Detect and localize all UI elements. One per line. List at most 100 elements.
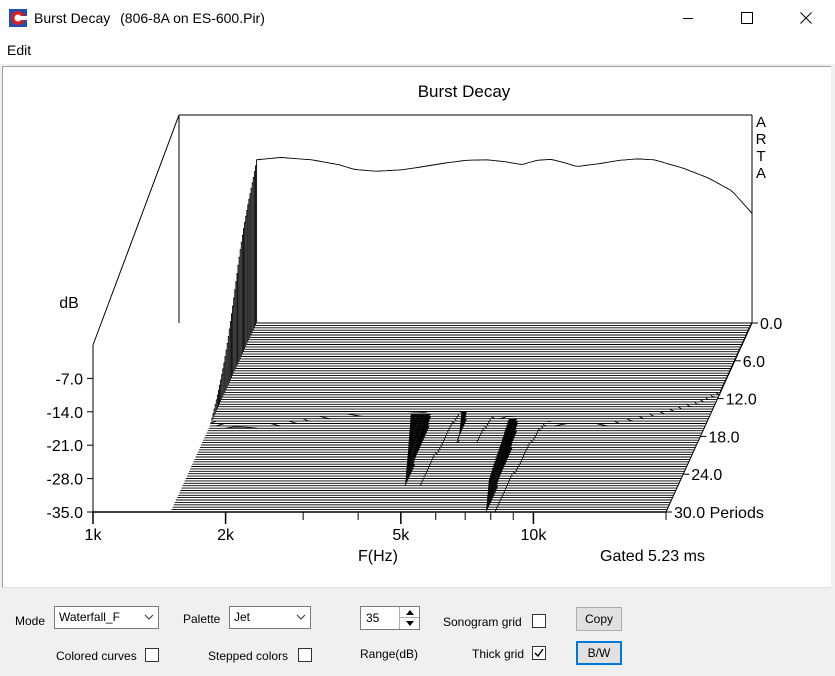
waterfall-slice bbox=[191, 378, 687, 467]
waterfall-slice bbox=[197, 358, 694, 453]
waterfall-slice bbox=[202, 344, 698, 444]
waterfall-slice bbox=[173, 467, 670, 506]
range-down-button[interactable] bbox=[399, 618, 419, 629]
range-spinner[interactable]: 35 bbox=[360, 606, 420, 630]
waterfall-slice bbox=[196, 361, 693, 456]
waterfall-slices bbox=[170, 157, 753, 513]
waterfall-slice bbox=[185, 395, 682, 479]
y-tick-label: -35.0 bbox=[47, 505, 84, 522]
waterfall-slice bbox=[199, 351, 696, 448]
waterfall-slice bbox=[209, 321, 706, 427]
watermark-letter: A bbox=[756, 114, 766, 131]
x-axis-label: F(Hz) bbox=[358, 548, 398, 565]
range-value: 35 bbox=[366, 611, 380, 625]
copy-button[interactable]: Copy bbox=[576, 607, 622, 631]
checkmark-icon bbox=[534, 648, 544, 658]
waterfall-slice bbox=[172, 470, 669, 508]
stepped-colors-checkbox[interactable] bbox=[298, 648, 312, 662]
gated-annotation: Gated 5.23 ms bbox=[600, 548, 705, 565]
y-tick-label: -14.0 bbox=[47, 405, 84, 422]
waterfall-slice bbox=[210, 317, 707, 424]
waterfall-slice bbox=[195, 365, 691, 458]
thick-grid-label: Thick grid bbox=[472, 647, 525, 661]
plot-area: 1k 2k 5k 10k -35.0 -28.0 -21.0 -14.0 -7.0 0.0 6.0 1… bbox=[2, 66, 831, 588]
z-tick-label: 6.0 bbox=[743, 354, 765, 371]
close-icon bbox=[800, 12, 812, 24]
waterfall-slice bbox=[206, 331, 702, 434]
waterfall-chart: 1k 2k 5k 10k -35.0 -28.0 -21.0 -14.0 -7.0 0.0 6.0 1… bbox=[47, 82, 783, 565]
z-tick-label: 30.0 Periods bbox=[674, 505, 764, 522]
waterfall-slice bbox=[181, 444, 677, 489]
waterfall-slice bbox=[205, 334, 701, 436]
x-tick-label: 10k bbox=[521, 527, 548, 544]
waterfall-slice bbox=[208, 324, 705, 429]
window-title: Burst Decay (806-8A on ES-600.Pir) bbox=[34, 10, 265, 26]
sonogram-grid-label: Sonogram grid bbox=[443, 615, 522, 629]
mode-select[interactable]: Waterfall_F bbox=[54, 606, 159, 629]
z-axis-line bbox=[665, 322, 753, 513]
z-tick-label: 0.0 bbox=[760, 316, 782, 333]
minimize-button[interactable] bbox=[665, 0, 711, 36]
waterfall-slice bbox=[176, 460, 672, 501]
app-icon bbox=[9, 9, 27, 27]
waterfall-slice bbox=[198, 354, 695, 451]
waterfall-slice bbox=[186, 392, 683, 477]
chart-axes: 1k 2k 5k 10k -35.0 -28.0 -21.0 -14.0 -7.0 0.0 6.0 1… bbox=[47, 316, 783, 544]
title-bar: Burst Decay (806-8A on ES-600.Pir) bbox=[0, 0, 835, 36]
waterfall-slice bbox=[184, 400, 681, 482]
range-up-button[interactable] bbox=[399, 607, 419, 618]
waterfall-slice bbox=[171, 473, 668, 511]
y-tick-label: -21.0 bbox=[47, 438, 84, 455]
sonogram-grid-checkbox[interactable] bbox=[532, 614, 546, 628]
palette-label: Palette bbox=[183, 612, 221, 626]
waterfall-slice bbox=[178, 454, 674, 496]
palette-select-value: Jet bbox=[234, 610, 251, 624]
z-tick-label: 18.0 bbox=[708, 429, 739, 446]
bw-button[interactable]: B/W bbox=[576, 641, 622, 665]
mode-label: Mode bbox=[15, 614, 46, 628]
watermark-letter: R bbox=[756, 131, 767, 148]
arrow-up-icon bbox=[405, 609, 414, 615]
side-top-edge bbox=[92, 114, 180, 346]
colored-curves-checkbox[interactable] bbox=[145, 648, 159, 662]
window-title-app: Burst Decay bbox=[34, 10, 111, 26]
chevron-down-icon bbox=[296, 614, 306, 620]
chevron-down-icon bbox=[144, 614, 154, 620]
y-axis-label: dB bbox=[59, 295, 79, 312]
x-tick-label: 2k bbox=[217, 527, 235, 544]
x-tick-label: 1k bbox=[85, 527, 103, 544]
menu-edit[interactable]: Edit bbox=[7, 42, 32, 58]
watermark-letter: A bbox=[756, 165, 766, 182]
maximize-icon bbox=[741, 12, 753, 24]
thick-grid-checkbox[interactable] bbox=[532, 646, 546, 660]
window-title-file: (806-8A on ES-600.Pir) bbox=[120, 10, 265, 26]
waterfall-slice bbox=[189, 385, 685, 472]
y-tick-label: -28.0 bbox=[47, 472, 84, 489]
y-tick-label: -7.0 bbox=[55, 371, 83, 388]
waterfall-slice bbox=[182, 407, 678, 487]
mode-select-value: Waterfall_F bbox=[59, 610, 120, 624]
waterfall-slice bbox=[177, 457, 673, 499]
z-tick-label: 12.0 bbox=[726, 392, 757, 409]
minimize-icon bbox=[683, 18, 693, 19]
z-tick-label: 24.0 bbox=[691, 467, 722, 484]
x-tick-label: 5k bbox=[392, 527, 410, 544]
range-label: Range(dB) bbox=[360, 647, 419, 661]
control-panel: Mode Waterfall_F Palette Jet 35 Range(dB… bbox=[0, 590, 835, 676]
waterfall-slice bbox=[193, 371, 689, 463]
waterfall-slice bbox=[207, 327, 703, 432]
stepped-colors-label: Stepped colors bbox=[208, 649, 289, 663]
waterfall-slice bbox=[201, 348, 697, 446]
chart-frame bbox=[92, 114, 753, 512]
waterfall-slice bbox=[180, 447, 676, 491]
palette-select[interactable]: Jet bbox=[229, 606, 311, 629]
waterfall-slice bbox=[256, 157, 753, 324]
colored-curves-label: Colored curves bbox=[56, 649, 137, 663]
maximize-button[interactable] bbox=[724, 0, 770, 36]
waterfall-slice bbox=[192, 375, 688, 465]
close-button[interactable] bbox=[783, 0, 829, 36]
waterfall-slice bbox=[174, 463, 671, 503]
waterfall-slice bbox=[203, 341, 699, 441]
